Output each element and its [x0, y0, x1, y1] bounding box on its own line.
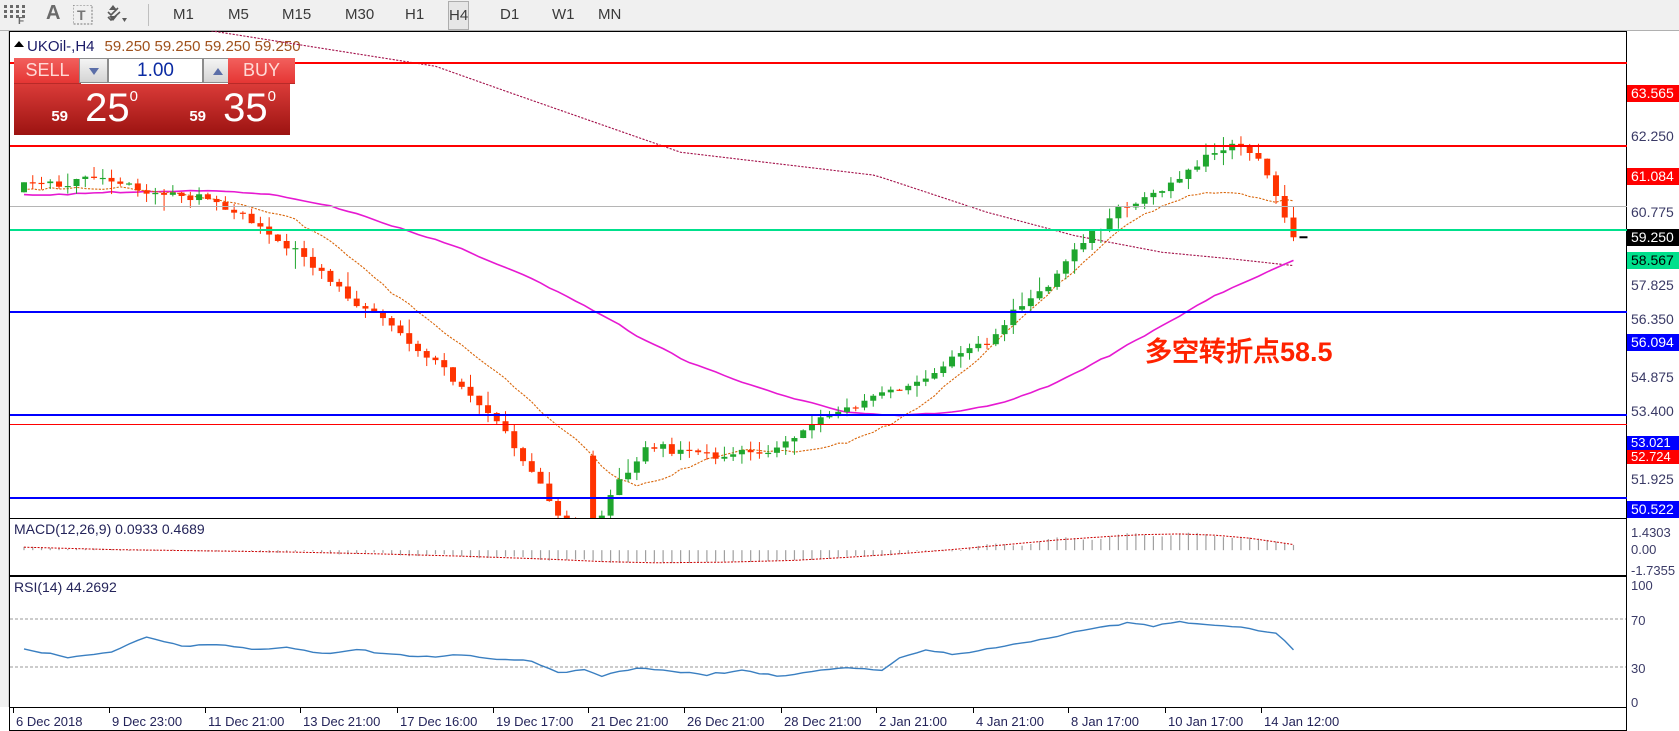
svg-text:F: F	[18, 16, 24, 25]
svg-text:T: T	[77, 7, 86, 23]
